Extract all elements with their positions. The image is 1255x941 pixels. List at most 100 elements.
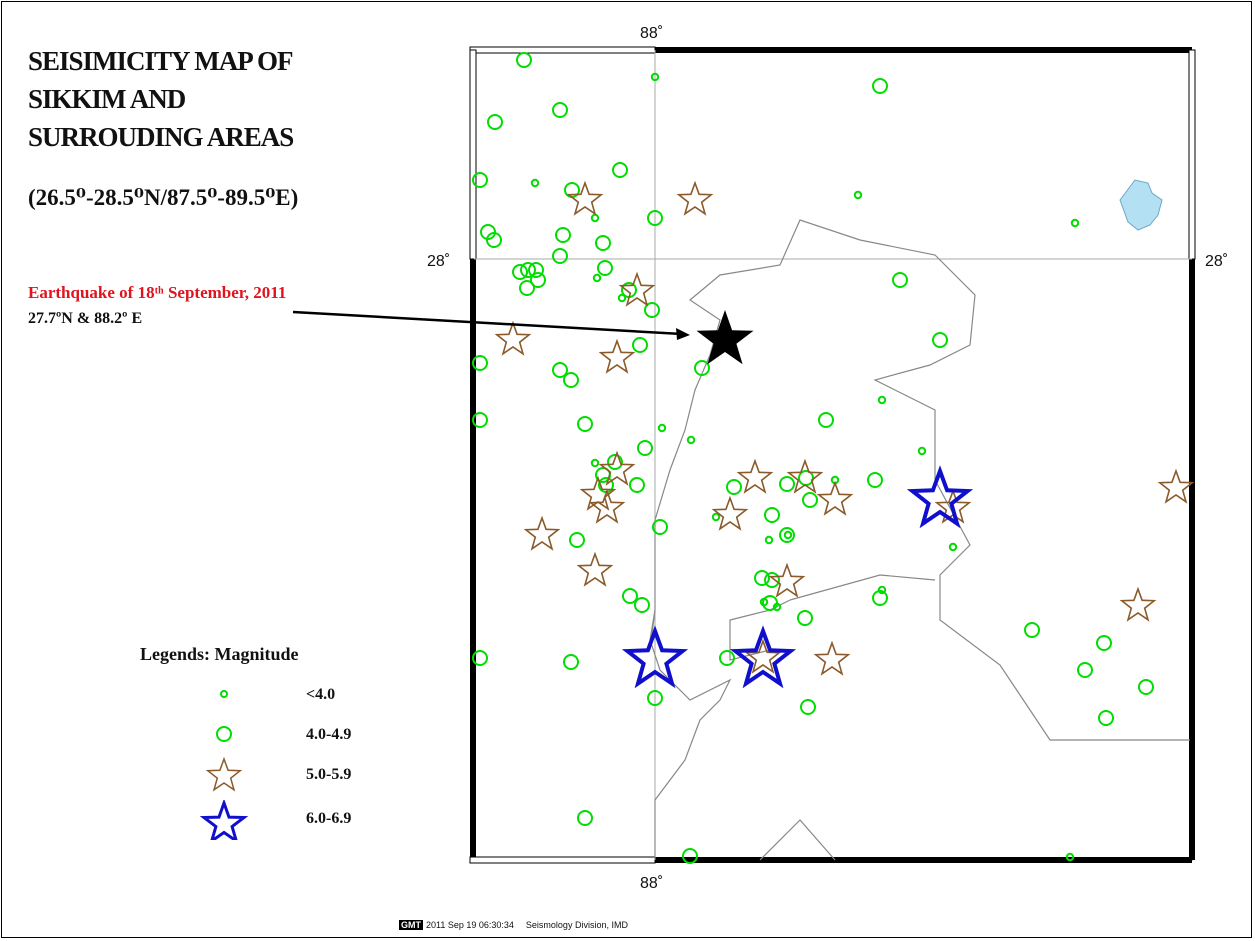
event-m4 xyxy=(1096,635,1112,651)
event-below-4 xyxy=(764,535,774,545)
event-below-4 xyxy=(590,458,600,468)
small-circle-icon xyxy=(220,690,228,698)
event-m5 xyxy=(566,180,604,216)
event-m5 xyxy=(676,180,714,216)
event-m4 xyxy=(779,476,795,492)
event-m4 xyxy=(612,162,628,178)
event-m4 xyxy=(797,610,813,626)
event-m4 xyxy=(520,262,536,278)
event-m4 xyxy=(528,262,544,278)
event-m4 xyxy=(555,227,571,243)
event-m6 xyxy=(906,465,974,529)
title-line-3: SURROUDING AREAS xyxy=(28,122,294,152)
event-m4 xyxy=(516,52,532,68)
pointer-arrowhead xyxy=(676,328,690,340)
event-m4 xyxy=(647,690,663,706)
event-m4 xyxy=(563,372,579,388)
event-below-4 xyxy=(711,512,721,522)
event-m4 xyxy=(682,848,698,864)
event-m4 xyxy=(892,272,908,288)
big-star-icon xyxy=(199,800,249,840)
event-m4 xyxy=(694,360,710,376)
event-below-4 xyxy=(1065,852,1075,862)
event-m4 xyxy=(647,210,663,226)
event-m5 xyxy=(711,495,749,531)
map-title: SEISIMICITY MAP OF SIKKIM AND SURROUDING… xyxy=(28,42,408,156)
event-below-4 xyxy=(877,585,887,595)
event-m4 xyxy=(1098,710,1114,726)
event-m4 xyxy=(519,280,535,296)
event-m4 xyxy=(802,492,818,508)
event-below-4 xyxy=(1070,218,1080,228)
event-m4 xyxy=(552,102,568,118)
event-m4 xyxy=(634,597,650,613)
event-m4 xyxy=(637,440,653,456)
event-below-4 xyxy=(530,178,540,188)
event-m5 xyxy=(618,271,656,307)
event-m6 xyxy=(621,625,689,689)
event-m4 xyxy=(487,114,503,130)
event-m4 xyxy=(867,472,883,488)
event-m5 xyxy=(1157,468,1195,504)
earthquake-label: Earthquake of 18ᵗʰ September, 2011 xyxy=(28,283,287,302)
event-m4 xyxy=(719,650,735,666)
legend-label-circle: 4.0-4.9 xyxy=(306,726,352,743)
event-m4 xyxy=(1024,622,1040,638)
event-m4 xyxy=(818,412,834,428)
legend-row-circle: 4.0-4.9 xyxy=(180,716,400,756)
region-range: (26.5⁰-28.5⁰N/87.5⁰-89.5⁰E) xyxy=(28,185,299,210)
event-m4 xyxy=(472,650,488,666)
event-m4 xyxy=(872,590,888,606)
event-m4 xyxy=(597,260,613,276)
legend-label-star: 5.0-5.9 xyxy=(306,766,352,783)
event-m4 xyxy=(472,355,488,371)
event-m4 xyxy=(726,479,742,495)
event-below-4 xyxy=(590,213,600,223)
event-m5 xyxy=(598,338,636,374)
event-m4 xyxy=(577,416,593,432)
event-m4 xyxy=(472,172,488,188)
event-m4 xyxy=(932,332,948,348)
political-boundary xyxy=(649,219,1190,861)
footer: GMT 2011 Sep 19 06:30:34 Seismology Divisi… xyxy=(399,920,628,930)
event-below-4 xyxy=(657,423,667,433)
event-m4 xyxy=(632,337,648,353)
event-m4 xyxy=(872,78,888,94)
bottom-lon-label: 88˚ xyxy=(640,875,663,892)
footer-credit: Seismology Division, IMD xyxy=(525,920,628,930)
event-m4 xyxy=(569,532,585,548)
event-m5 xyxy=(744,638,782,674)
event-below-4 xyxy=(650,72,660,82)
event-m5 xyxy=(523,515,561,551)
event-m4 xyxy=(754,570,770,586)
event-m4 xyxy=(552,362,568,378)
event-m4 xyxy=(629,477,645,493)
event-m4 xyxy=(622,588,638,604)
title-line-1: SEISIMICITY MAP OF xyxy=(28,46,294,76)
event-m4 xyxy=(607,454,623,470)
legend-row-small: <4.0 xyxy=(180,676,400,716)
event-below-4 xyxy=(686,435,696,445)
event-below-4 xyxy=(853,190,863,200)
event-m4 xyxy=(1077,662,1093,678)
event-below-4 xyxy=(877,395,887,405)
circle-icon xyxy=(216,726,232,742)
event-m5 xyxy=(576,551,614,587)
event-m5 xyxy=(588,488,626,524)
lake xyxy=(1119,179,1163,231)
title-line-2: SIKKIM AND xyxy=(28,84,186,114)
event-below-4 xyxy=(772,602,782,612)
event-m5 xyxy=(813,640,851,676)
event-m4 xyxy=(530,272,546,288)
event-below-4 xyxy=(592,273,602,283)
event-m5 xyxy=(736,458,774,494)
event-m4 xyxy=(1138,679,1154,695)
top-lon-label: 88˚ xyxy=(640,25,663,42)
event-m4 xyxy=(512,264,528,280)
event-m5 xyxy=(494,320,532,356)
footer-timestamp: 2011 Sep 19 06:30:34 xyxy=(426,920,514,930)
legend-row-big-star: 6.0-6.9 xyxy=(180,800,400,840)
event-m6 xyxy=(729,625,797,689)
